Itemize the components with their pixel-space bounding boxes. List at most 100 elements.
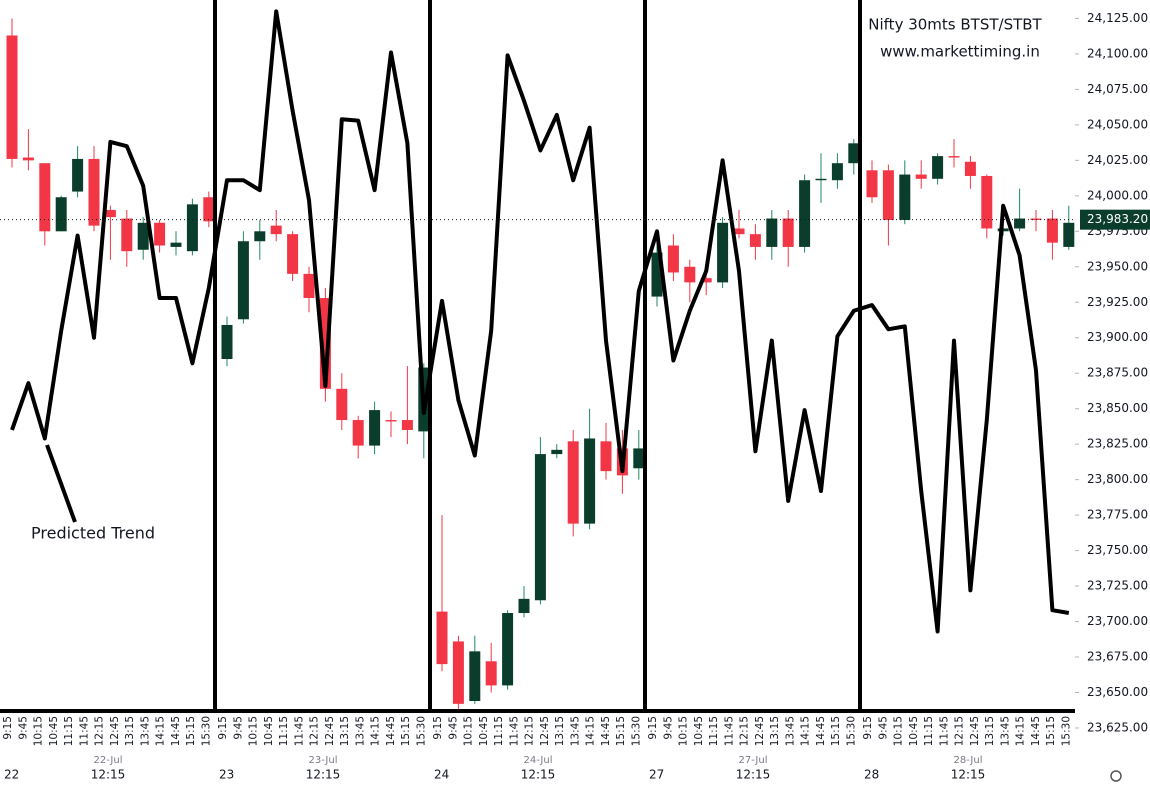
y-tick-label: 23,925.00 bbox=[1087, 295, 1148, 309]
candle-body bbox=[700, 278, 712, 283]
candle-body bbox=[352, 420, 364, 446]
time-label: 12:45 bbox=[109, 716, 121, 746]
day-divider bbox=[428, 0, 432, 711]
time-label: 11:45 bbox=[293, 716, 305, 746]
date-label: 23-Jul bbox=[309, 755, 338, 766]
time-label: 14:45 bbox=[385, 716, 397, 746]
candle-body bbox=[436, 611, 448, 665]
time-label: 13:15 bbox=[124, 716, 136, 746]
candle-body bbox=[203, 197, 215, 222]
time-label: 15:15 bbox=[185, 716, 197, 746]
y-tick-label: 23,625.00 bbox=[1087, 720, 1148, 734]
trend-annotation: Predicted Trend bbox=[31, 524, 155, 543]
candle-body bbox=[815, 178, 827, 181]
candle-body bbox=[88, 158, 100, 226]
date-label: 27-Jul bbox=[739, 755, 768, 766]
time-label: 9:45 bbox=[232, 716, 244, 740]
candle-body bbox=[932, 156, 944, 179]
time-label: 9:45 bbox=[662, 716, 674, 740]
candle-body bbox=[882, 170, 894, 220]
y-tick-label: 23,875.00 bbox=[1087, 366, 1148, 380]
time-label: 9:15 bbox=[432, 716, 444, 740]
candle-body bbox=[766, 218, 778, 247]
day-label: 28 bbox=[864, 768, 879, 782]
candle-body bbox=[831, 163, 843, 181]
time-label: 12:15 bbox=[94, 716, 106, 746]
candle-body bbox=[534, 454, 546, 601]
candle-body bbox=[469, 651, 481, 702]
mid-time-label: 12:15 bbox=[736, 768, 771, 782]
mid-time-label: 12:15 bbox=[951, 768, 986, 782]
time-label: 13:15 bbox=[339, 716, 351, 746]
plot-area bbox=[6, 9, 1075, 710]
candle-body bbox=[749, 234, 761, 247]
time-label: 13:45 bbox=[139, 716, 151, 746]
y-tick-label: 23,650.00 bbox=[1087, 685, 1148, 699]
candle-body bbox=[633, 448, 645, 469]
candle-body bbox=[551, 449, 563, 455]
candle-body bbox=[584, 438, 596, 524]
candle-body bbox=[651, 252, 663, 297]
candle-body bbox=[385, 420, 397, 422]
candle-body bbox=[799, 180, 811, 247]
candle-body bbox=[567, 441, 579, 524]
candle-body bbox=[915, 174, 927, 179]
candle-body bbox=[22, 157, 34, 161]
time-label: 9:45 bbox=[877, 716, 889, 740]
day-label: 27 bbox=[649, 768, 664, 782]
time-label: 13:15 bbox=[554, 716, 566, 746]
last-price-box bbox=[1080, 209, 1150, 230]
time-label: 12:45 bbox=[324, 716, 336, 746]
day-divider bbox=[643, 0, 647, 711]
y-tick-label: 24,050.00 bbox=[1087, 117, 1148, 131]
candle-body bbox=[866, 170, 878, 198]
day-divider bbox=[213, 0, 217, 711]
annotation-pointer bbox=[45, 444, 77, 523]
candle-body bbox=[303, 273, 315, 298]
mid-time-label: 12:15 bbox=[521, 768, 556, 782]
candle-body bbox=[104, 210, 116, 218]
y-tick-label: 23,750.00 bbox=[1087, 543, 1148, 557]
time-label: 11:15 bbox=[493, 716, 505, 746]
candle-body bbox=[518, 598, 530, 614]
time-label: 14:45 bbox=[815, 716, 827, 746]
y-tick-label: 23,700.00 bbox=[1087, 614, 1148, 628]
candle-body bbox=[72, 158, 84, 192]
time-label: 9:15 bbox=[217, 716, 229, 740]
time-label: 10:45 bbox=[478, 716, 490, 746]
date-label: 24-Jul bbox=[524, 755, 553, 766]
candle-body bbox=[981, 175, 993, 229]
chart-subtitle: www.markettiming.in bbox=[880, 43, 1040, 61]
y-tick-label: 23,950.00 bbox=[1087, 259, 1148, 273]
time-label: 10:15 bbox=[33, 716, 45, 746]
time-label: 14:45 bbox=[170, 716, 182, 746]
y-tick-label: 23,800.00 bbox=[1087, 472, 1148, 486]
time-axis-line bbox=[0, 709, 1075, 713]
time-label: 14:15 bbox=[585, 716, 597, 746]
date-label: 22-Jul bbox=[94, 755, 123, 766]
time-label: 10:45 bbox=[693, 716, 705, 746]
time-label: 12:15 bbox=[524, 716, 536, 746]
y-tick-label: 24,100.00 bbox=[1087, 46, 1148, 60]
y-tick-label: 24,075.00 bbox=[1087, 82, 1148, 96]
time-label: 9:45 bbox=[17, 716, 29, 740]
y-tick-label: 24,125.00 bbox=[1087, 11, 1148, 25]
candle-body bbox=[684, 266, 696, 283]
time-label: 11:15 bbox=[278, 716, 290, 746]
time-label: 15:15 bbox=[400, 716, 412, 746]
candle-body bbox=[237, 241, 249, 320]
candle-body bbox=[782, 218, 794, 247]
settings-icon[interactable] bbox=[1110, 770, 1122, 782]
y-tick-label: 23,850.00 bbox=[1087, 401, 1148, 415]
time-label: 12:45 bbox=[969, 716, 981, 746]
candle-body bbox=[502, 613, 514, 686]
candle-body bbox=[964, 161, 976, 176]
time-label: 12:15 bbox=[309, 716, 321, 746]
day-label: 22 bbox=[4, 768, 19, 782]
chart-title: Nifty 30mts BTST/STBT bbox=[868, 16, 1042, 34]
candle-body bbox=[186, 204, 198, 252]
time-label: 15:30 bbox=[845, 716, 857, 746]
candle-body bbox=[452, 641, 464, 704]
